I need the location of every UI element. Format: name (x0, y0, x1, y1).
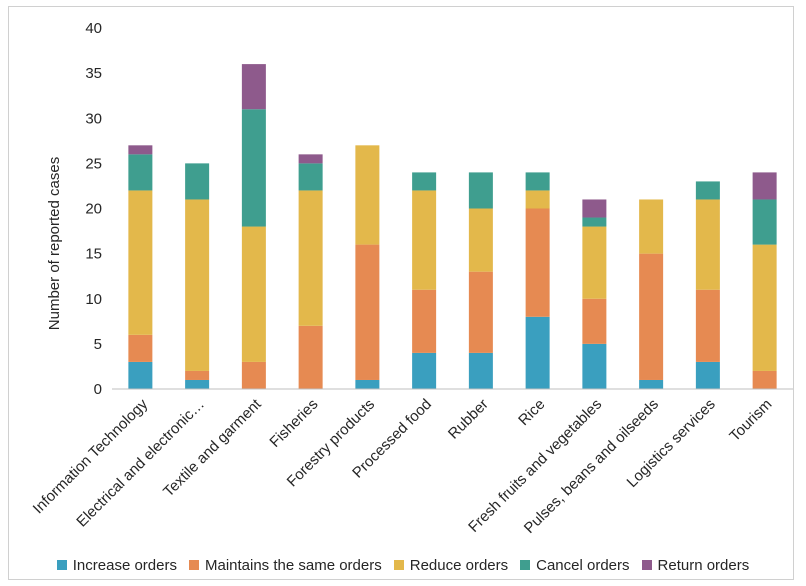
y-tick-label: 35 (85, 65, 102, 82)
bars (128, 64, 777, 389)
x-tick-label: Fisheries (266, 396, 321, 451)
bar-segment (582, 217, 607, 227)
legend-swatch (56, 560, 67, 570)
y-axis-title: Number of reported cases (46, 157, 63, 330)
bar-segment (582, 199, 607, 218)
bar-segment (128, 361, 153, 389)
bar-segment (241, 64, 266, 110)
bar-segment (695, 361, 720, 389)
legend-label: Reduce orders (409, 556, 509, 574)
legend-item: Cancel orders (520, 556, 630, 574)
bar-segment (185, 163, 210, 200)
legend-item: Return orders (641, 556, 750, 574)
legend-item: Maintains the same orders (188, 556, 382, 574)
bar-segment (355, 244, 380, 380)
bar-segment (355, 379, 380, 389)
bar-segment (185, 379, 210, 389)
x-tick-label: Tourism (726, 396, 775, 445)
bar-segment (525, 208, 550, 317)
bar-segment (695, 181, 720, 200)
bar-segment (582, 343, 607, 389)
bar-segment (639, 199, 664, 254)
x-tick-label: Rice (515, 396, 548, 429)
bar-segment (298, 325, 323, 389)
y-tick-label: 30 (85, 110, 102, 127)
bar-segment (128, 334, 153, 362)
bar-segment (525, 316, 550, 389)
y-tick-label: 25 (85, 155, 102, 172)
legend-swatch (520, 560, 531, 570)
bar-segment (468, 271, 493, 353)
bar-segment (128, 190, 153, 335)
y-tick-label: 5 (94, 336, 102, 353)
bar-segment (468, 352, 493, 389)
y-tick-label: 10 (85, 291, 102, 308)
x-tick-label: Rubber (445, 396, 492, 443)
legend-label: Cancel orders (536, 556, 630, 574)
bar-segment (128, 145, 153, 155)
bar-segment (185, 370, 210, 380)
bar-segment (752, 244, 777, 371)
bar-segment (412, 172, 437, 191)
bar-segment (241, 361, 266, 389)
legend-label: Return orders (657, 556, 750, 574)
bar-segment (639, 379, 664, 389)
bar-segment (695, 289, 720, 362)
bar-segment (468, 172, 493, 209)
bar-segment (752, 172, 777, 200)
legend: Increase orders Maintains the same orders… (0, 554, 806, 576)
legend-item: Increase orders (56, 556, 177, 574)
legend-label: Increase orders (72, 556, 177, 574)
bar-segment (752, 199, 777, 245)
y-tick-label: 0 (94, 381, 102, 398)
bar-segment (412, 352, 437, 389)
bar-segment (639, 253, 664, 380)
legend-swatch (641, 560, 652, 570)
bar-segment (298, 154, 323, 164)
bar-segment (298, 163, 323, 191)
bar-segment (582, 226, 607, 299)
bar-segment (468, 208, 493, 272)
bar-segment (752, 370, 777, 389)
legend-swatch (393, 560, 404, 570)
legend-label: Maintains the same orders (204, 556, 382, 574)
bar-segment (695, 199, 720, 290)
bar-segment (128, 154, 153, 191)
bar-segment (241, 109, 266, 227)
bar-segment (582, 298, 607, 344)
x-tick-label: Information Technology (30, 395, 152, 517)
bar-segment (525, 172, 550, 191)
bar-segment (185, 199, 210, 371)
bar-segment (525, 190, 550, 209)
bar-segment (298, 190, 323, 326)
y-tick-label: 40 (85, 20, 102, 37)
chart-frame (8, 6, 794, 580)
y-axis-ticks: 0 5 10 15 20 25 30 35 40 (85, 20, 102, 398)
bar-segment (241, 226, 266, 362)
legend-swatch (188, 560, 199, 570)
legend-item: Reduce orders (393, 556, 509, 574)
bar-segment (412, 190, 437, 290)
bar-segment (355, 145, 380, 245)
y-axis-title-group: Number of reported cases (46, 157, 63, 330)
y-tick-label: 15 (85, 246, 102, 263)
x-tick-label: Textile and garment (160, 395, 265, 500)
y-tick-label: 20 (85, 201, 102, 218)
bar-segment (412, 289, 437, 353)
